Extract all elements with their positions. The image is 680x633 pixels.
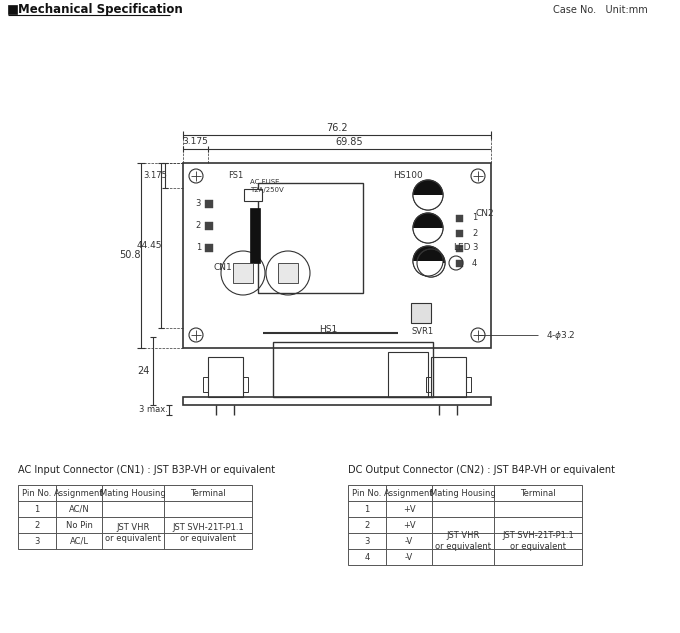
Bar (183, 163, 491, 348)
Bar (243, 377, 248, 392)
Bar (273, 342, 433, 397)
Text: -V: -V (405, 537, 413, 546)
Bar (426, 377, 431, 392)
Bar (348, 485, 582, 565)
Text: 3: 3 (364, 537, 370, 546)
Text: 3 max.: 3 max. (139, 406, 167, 415)
Text: HS100: HS100 (393, 172, 423, 180)
Text: 44.45: 44.45 (136, 241, 162, 250)
Text: 3: 3 (34, 537, 39, 546)
Text: FS1: FS1 (228, 172, 243, 180)
Wedge shape (413, 195, 443, 210)
Text: 2: 2 (472, 229, 477, 237)
Bar (183, 397, 491, 405)
Text: 2: 2 (196, 220, 201, 230)
Bar (278, 263, 298, 283)
Text: SVR1: SVR1 (411, 327, 433, 335)
Bar (466, 377, 471, 392)
Text: AC/L: AC/L (69, 537, 88, 546)
Bar (18, 485, 252, 549)
Text: 1: 1 (364, 505, 370, 513)
Bar (388, 352, 428, 397)
Text: LED: LED (453, 242, 471, 251)
Bar (258, 183, 363, 293)
Text: +V: +V (403, 520, 415, 529)
Bar (250, 208, 260, 263)
Circle shape (413, 246, 443, 276)
Wedge shape (417, 263, 445, 277)
Text: 4-$\phi$3.2: 4-$\phi$3.2 (546, 329, 576, 341)
Bar (456, 260, 463, 267)
Text: Terminal: Terminal (190, 489, 226, 498)
Text: Case No.   Unit:mm: Case No. Unit:mm (553, 5, 647, 15)
Text: Pin No.: Pin No. (352, 489, 381, 498)
Text: 3.175: 3.175 (143, 171, 167, 180)
Text: AC Input Connector (CN1) : JST B3P-VH or equivalent: AC Input Connector (CN1) : JST B3P-VH or… (18, 465, 275, 475)
Bar (233, 263, 253, 283)
Bar (208, 357, 243, 397)
Text: Mating Housing: Mating Housing (100, 489, 166, 498)
Text: Terminal: Terminal (520, 489, 556, 498)
Bar (456, 245, 463, 252)
Bar (205, 244, 213, 252)
Text: 3.175: 3.175 (182, 137, 209, 146)
Circle shape (413, 213, 443, 243)
Bar (456, 230, 463, 237)
Text: 76.2: 76.2 (326, 123, 347, 133)
Bar (411, 303, 431, 323)
Text: CN2: CN2 (476, 208, 494, 218)
Text: HS1: HS1 (319, 325, 337, 334)
Bar (203, 377, 208, 392)
Text: 2: 2 (35, 520, 39, 529)
Bar (431, 357, 466, 397)
Text: Mating Housing: Mating Housing (430, 489, 496, 498)
Text: 24: 24 (137, 366, 149, 376)
Text: JST SVH-21T-P1.1
or equivalent: JST SVH-21T-P1.1 or equivalent (172, 523, 244, 542)
Text: JST VHR
or equivalent: JST VHR or equivalent (105, 523, 161, 542)
Text: 4: 4 (472, 258, 477, 268)
Text: -V: -V (405, 553, 413, 561)
Text: No Pin: No Pin (65, 520, 92, 529)
Circle shape (417, 249, 445, 277)
Text: Mechanical Specification: Mechanical Specification (18, 4, 182, 16)
Text: 3: 3 (472, 244, 477, 253)
Text: Assignment: Assignment (54, 489, 104, 498)
Circle shape (413, 180, 443, 210)
Bar (244, 189, 262, 201)
Text: 50.8: 50.8 (119, 251, 141, 261)
Wedge shape (413, 228, 443, 243)
Text: 1: 1 (472, 213, 477, 223)
Text: CN1: CN1 (213, 263, 232, 272)
Bar (205, 200, 213, 208)
Bar (456, 215, 463, 222)
Text: 69.85: 69.85 (336, 137, 363, 147)
Text: DC Output Connector (CN2) : JST B4P-VH or equivalent: DC Output Connector (CN2) : JST B4P-VH o… (348, 465, 615, 475)
Text: AC FUSE: AC FUSE (250, 179, 279, 185)
Text: JST VHR
or equivalent: JST VHR or equivalent (435, 531, 491, 551)
Text: Pin No.: Pin No. (22, 489, 52, 498)
Text: 4: 4 (364, 553, 370, 561)
Text: JST SVH-21T-P1.1
or equivalent: JST SVH-21T-P1.1 or equivalent (502, 531, 574, 551)
Bar (8, 5, 17, 14)
Text: 1: 1 (196, 242, 201, 251)
Bar (205, 222, 213, 230)
Text: 3: 3 (196, 199, 201, 208)
Wedge shape (413, 261, 443, 276)
Text: Assignment: Assignment (384, 489, 434, 498)
Text: +V: +V (403, 505, 415, 513)
Text: AC/N: AC/N (69, 505, 89, 513)
Text: T2A/250V: T2A/250V (250, 187, 284, 193)
Text: 2: 2 (364, 520, 370, 529)
Text: 1: 1 (35, 505, 39, 513)
